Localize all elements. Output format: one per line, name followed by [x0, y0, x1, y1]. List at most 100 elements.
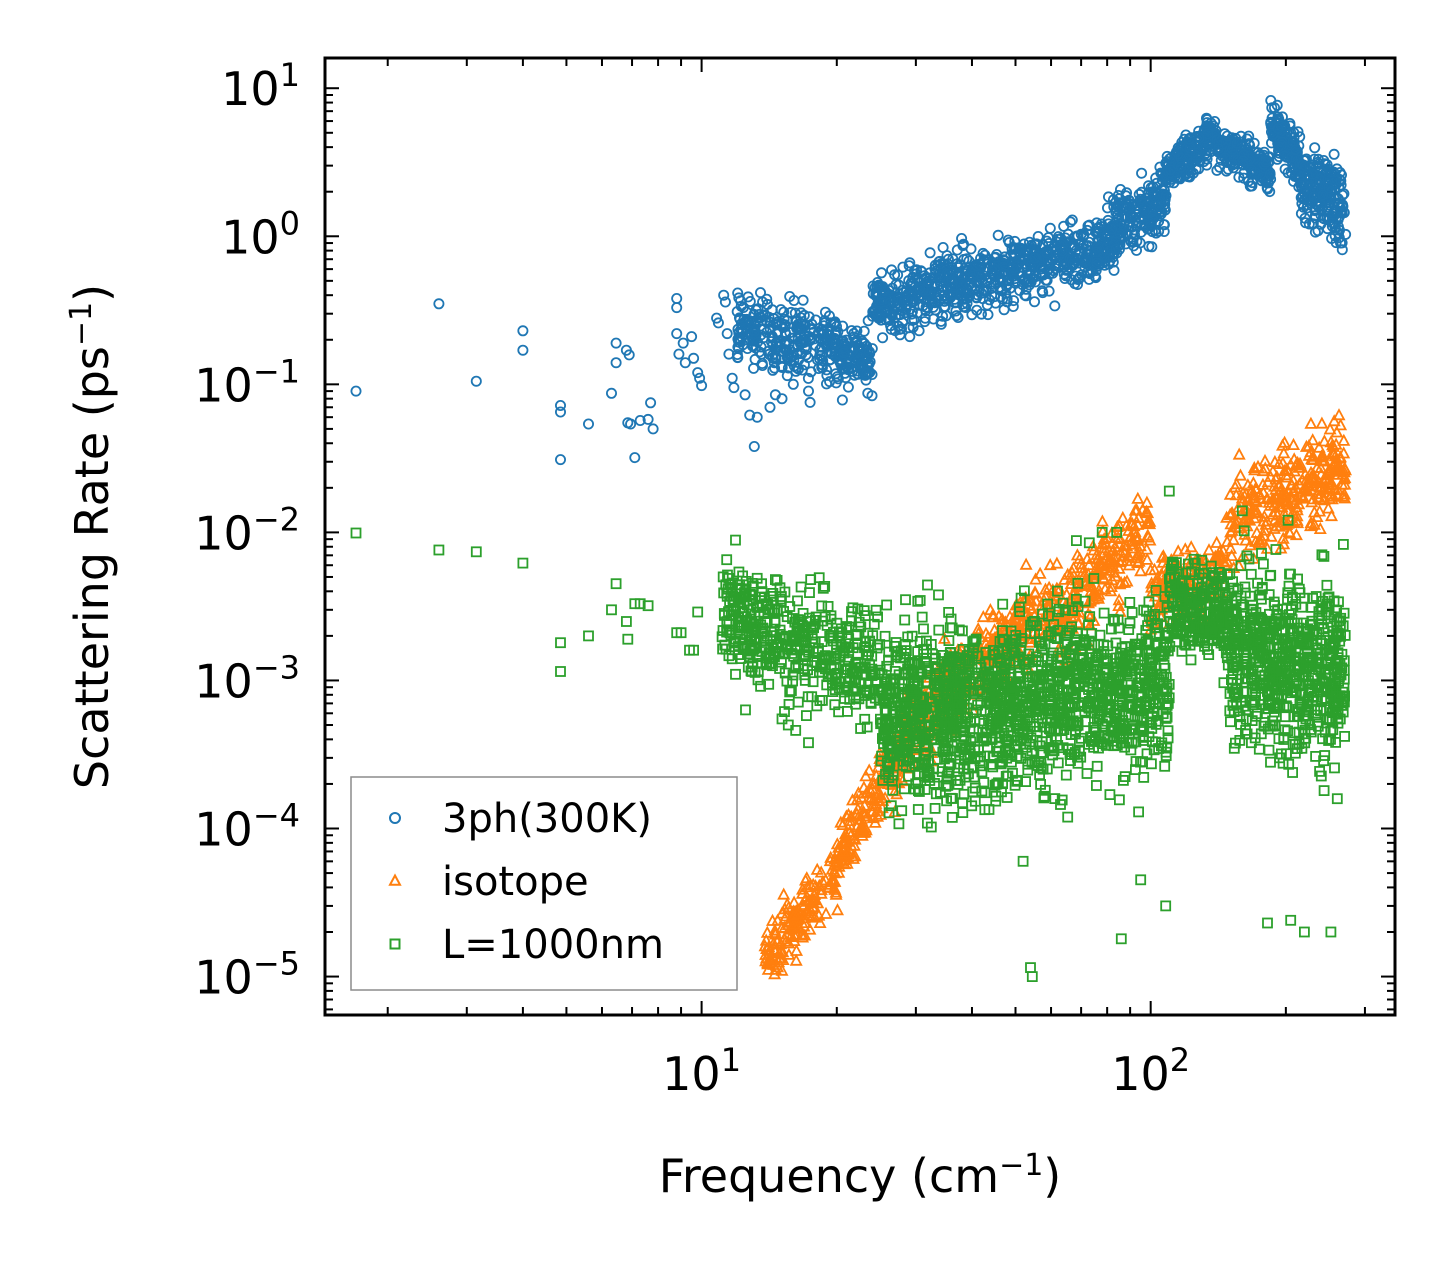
data-point [555, 406, 567, 418]
data-point [1030, 276, 1042, 288]
data-point [1156, 555, 1170, 568]
data-point [842, 381, 854, 393]
data-point [1313, 504, 1327, 517]
data-point [1025, 601, 1039, 614]
data-point [1147, 186, 1159, 198]
data-point [757, 359, 769, 371]
data-point [877, 332, 889, 344]
data-point [1331, 204, 1343, 216]
data-point [928, 287, 940, 299]
data-point [1141, 516, 1155, 529]
data-point [897, 317, 909, 329]
data-point [1140, 542, 1154, 555]
data-point [1238, 172, 1250, 184]
data-point [1042, 254, 1054, 266]
data-point [1214, 161, 1226, 173]
data-point [1276, 488, 1290, 502]
data-point [1333, 227, 1345, 239]
data-point [742, 291, 754, 303]
data-point [1009, 264, 1021, 276]
data-point [765, 913, 780, 926]
data-point [801, 710, 812, 721]
data-point [1305, 479, 1319, 492]
data-point [1112, 593, 1126, 606]
data-point [957, 298, 969, 310]
data-point [759, 933, 773, 946]
data-point [775, 360, 787, 372]
data-point [1298, 186, 1310, 198]
data-point [744, 409, 756, 421]
data-point [1237, 159, 1249, 171]
data-point [759, 951, 774, 964]
data-point [958, 238, 970, 250]
data-point [1156, 549, 1170, 562]
data-point [799, 675, 811, 686]
data-point [1239, 533, 1253, 546]
data-point [1116, 510, 1130, 523]
data-point [1153, 225, 1165, 237]
data-point [1032, 230, 1044, 242]
data-point [1326, 459, 1340, 472]
data-point [819, 906, 833, 919]
data-point [719, 296, 731, 308]
data-point [1104, 584, 1118, 597]
data-point [1120, 190, 1132, 202]
data-point [772, 951, 786, 964]
data-point [1272, 456, 1286, 470]
data-point [752, 674, 764, 686]
data-point [1245, 164, 1257, 176]
data-point [776, 945, 790, 958]
data-point [787, 675, 798, 687]
data-point [517, 325, 529, 337]
data-point [777, 887, 791, 900]
data-point [1120, 574, 1134, 587]
data-point [1317, 189, 1329, 201]
data-point [1199, 148, 1211, 160]
data-point [999, 268, 1011, 280]
data-point [1083, 219, 1095, 231]
data-point [863, 782, 877, 795]
data-point [1227, 159, 1239, 171]
data-point [1049, 246, 1061, 258]
data-point [900, 594, 911, 606]
data-point [910, 268, 922, 280]
data-point [802, 908, 816, 921]
data-point [1000, 287, 1012, 299]
data-point [1062, 236, 1074, 248]
data-point [902, 288, 914, 300]
data-point [1224, 525, 1238, 538]
data-point [1331, 467, 1345, 480]
data-point [790, 928, 804, 941]
data-point [903, 260, 915, 272]
data-point [1302, 185, 1314, 197]
data-point [952, 311, 964, 323]
data-point [1164, 176, 1176, 188]
data-point [935, 318, 947, 330]
data-point [846, 325, 858, 337]
data-point [948, 288, 960, 300]
data-point [1233, 171, 1245, 183]
data-point [1095, 514, 1109, 527]
data-point [1147, 213, 1159, 225]
data-point [1308, 169, 1320, 181]
data-point [789, 953, 803, 966]
data-point [671, 292, 683, 304]
data-point [610, 337, 622, 349]
data-point [852, 603, 864, 615]
data-point [820, 306, 832, 318]
data-point [856, 358, 868, 370]
data-point [1247, 460, 1261, 474]
data-point [1143, 533, 1157, 546]
data-point [1185, 132, 1197, 144]
data-point [1229, 515, 1243, 528]
data-point [1184, 540, 1198, 553]
data-point [1304, 416, 1318, 429]
data-point [1097, 570, 1111, 583]
data-point [922, 579, 933, 591]
data-point [1282, 525, 1296, 538]
data-point [1289, 492, 1303, 505]
data-point [583, 418, 595, 430]
data-point [1219, 152, 1231, 164]
data-point [745, 316, 757, 328]
data-point [844, 809, 858, 822]
